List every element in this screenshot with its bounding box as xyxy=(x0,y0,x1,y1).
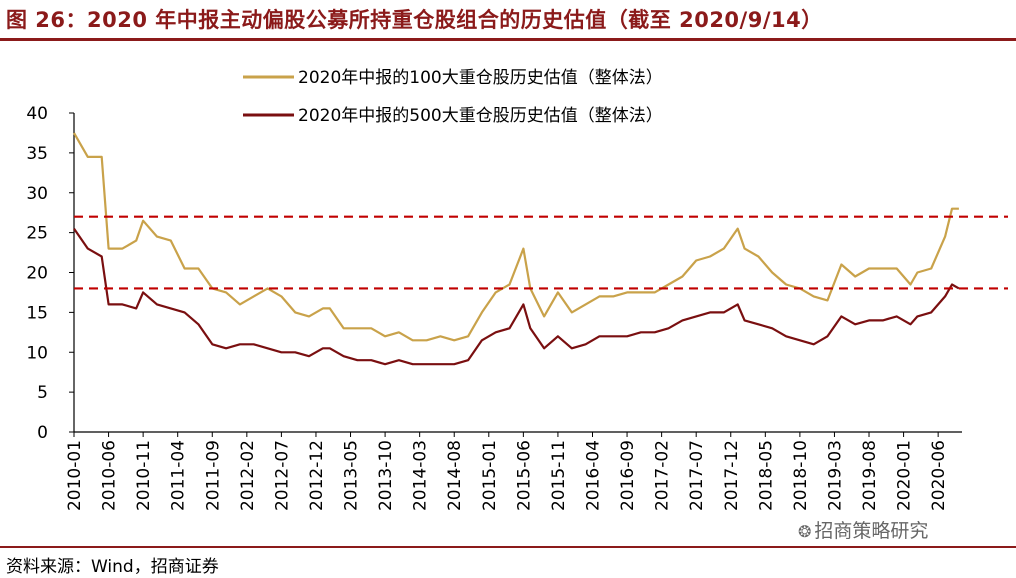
x-tick-label: 2016-09 xyxy=(618,440,638,511)
x-tick-label: 2012-07 xyxy=(272,440,292,511)
title-divider xyxy=(0,38,1016,41)
x-tick-label: 2017-12 xyxy=(722,440,742,511)
x-tick-label: 2017-02 xyxy=(653,440,673,511)
x-tick-label: 2018-10 xyxy=(791,440,811,511)
x-tick-label: 2016-04 xyxy=(583,440,603,511)
series-line-top100 xyxy=(73,132,959,342)
y-tick-label: 40 xyxy=(26,104,48,124)
x-tick-label: 2015-11 xyxy=(549,440,569,511)
series-line-top500 xyxy=(73,227,960,366)
x-tick-label: 2015-01 xyxy=(480,440,500,511)
footer-divider xyxy=(0,546,1016,548)
watermark: ❂ 招商策略研究 xyxy=(798,516,928,543)
x-tick-label: 2015-06 xyxy=(514,440,534,511)
legend-label: 2020年中报的500大重仓股历史估值（整体法） xyxy=(298,106,663,126)
y-tick-label: 35 xyxy=(26,144,48,164)
y-tick-label: 20 xyxy=(26,264,48,284)
y-tick-label: 0 xyxy=(37,423,48,443)
x-tick-label: 2020-06 xyxy=(929,440,949,511)
x-tick-label: 2011-04 xyxy=(169,440,189,511)
x-tick-label: 2010-06 xyxy=(100,440,120,511)
x-tick-label: 2019-03 xyxy=(825,440,845,511)
y-tick-label: 15 xyxy=(26,303,48,323)
watermark-text: 招商策略研究 xyxy=(814,520,929,542)
x-tick-label: 2013-10 xyxy=(376,440,396,511)
y-tick-label: 5 xyxy=(37,383,48,403)
x-tick-label: 2014-03 xyxy=(411,440,431,511)
x-tick-label: 2011-09 xyxy=(203,440,223,511)
x-tick-label: 2013-05 xyxy=(342,440,362,511)
figure-title: 图 26：2020 年中报主动偏股公募所持重仓股组合的历史估值（截至 2020/… xyxy=(6,8,823,32)
x-tick-label: 2020-01 xyxy=(895,440,915,511)
source-note: 资料来源：Wind，招商证券 xyxy=(6,557,219,577)
x-tick-label: 2012-12 xyxy=(307,440,327,511)
x-tick-label: 2010-11 xyxy=(134,440,154,511)
y-tick-label: 10 xyxy=(26,343,48,363)
x-tick-label: 2018-05 xyxy=(756,440,776,511)
wechat-icon: ❂ xyxy=(798,522,812,541)
y-tick-label: 30 xyxy=(26,184,48,204)
line-chart: 0 5 10 15 20 25 30 35 40 2010-01 2010-06 2010-11 201… xyxy=(26,68,1008,511)
x-tick-label: 2012-02 xyxy=(238,440,258,511)
legend-label: 2020年中报的100大重仓股历史估值（整体法） xyxy=(298,68,663,88)
y-tick-label: 25 xyxy=(26,224,48,244)
x-tick-label: 2017-07 xyxy=(687,440,707,511)
x-tick-label: 2014-08 xyxy=(445,440,465,511)
x-tick-label: 2019-08 xyxy=(860,440,880,511)
x-tick-label: 2010-01 xyxy=(65,440,85,511)
